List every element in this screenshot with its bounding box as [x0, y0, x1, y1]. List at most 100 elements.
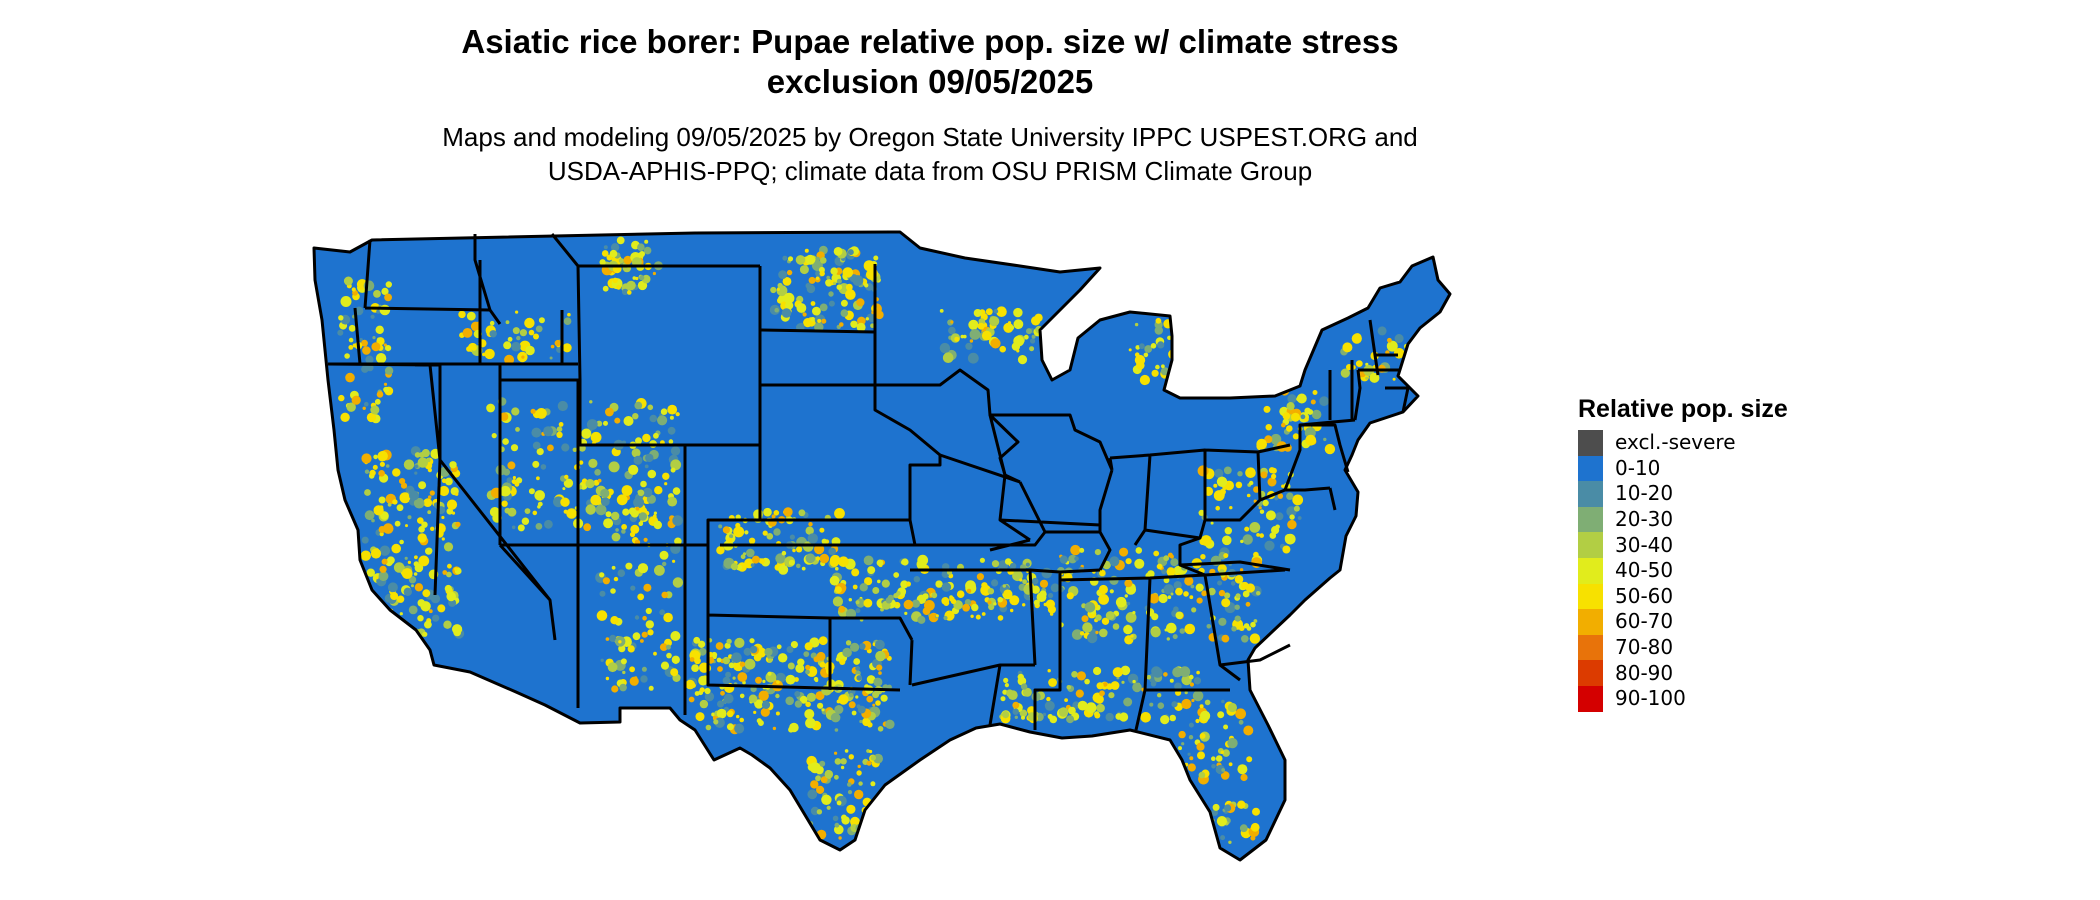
hotspot-dot [385, 281, 392, 288]
hotspot-dot [672, 577, 684, 588]
hotspot-dot [605, 511, 612, 518]
hotspot-dot [797, 658, 805, 666]
hotspot-dot [659, 643, 668, 651]
hotspot-dot [664, 482, 668, 486]
hotspot-dot [844, 749, 849, 753]
hotspot-dot [1198, 509, 1205, 516]
hotspot-dot [863, 598, 873, 608]
hotspot-dot [600, 488, 610, 498]
hotspot-dot [805, 282, 812, 289]
hotspot-dot [1270, 467, 1277, 474]
legend-swatch [1578, 609, 1603, 635]
hotspot-dot [848, 598, 852, 602]
hotspot-dot [1002, 711, 1010, 719]
hotspot-dot [859, 719, 863, 724]
legend-label: 70-80 [1615, 635, 1674, 660]
hotspot-dot [1200, 710, 1211, 721]
hotspot-dot [338, 394, 345, 402]
hotspot-dot [1238, 719, 1244, 725]
hotspot-dot [875, 650, 886, 662]
hotspot-dot [557, 400, 568, 412]
legend-swatch [1578, 685, 1603, 712]
hotspot-dot [689, 657, 695, 662]
hotspot-dot [748, 537, 756, 544]
hotspot-dot [489, 320, 495, 326]
hotspot-dot [556, 431, 563, 438]
hotspot-dot [351, 395, 361, 405]
hotspot-dot [1000, 696, 1006, 702]
hotspot-dot [540, 464, 547, 470]
hotspot-dot [616, 494, 628, 506]
hotspot-dot [1125, 558, 1132, 565]
hotspot-dot [807, 789, 818, 800]
hotspot-dot [1189, 756, 1194, 761]
hotspot-dot [1072, 701, 1080, 709]
hotspot-dot [550, 344, 555, 349]
hotspot-dot [1292, 433, 1299, 440]
hotspot-dot [1210, 521, 1214, 525]
hotspot-dot [1109, 575, 1119, 585]
legend-label: 50-60 [1615, 583, 1674, 608]
hotspot-dot [1211, 756, 1216, 761]
border-northwest [328, 233, 760, 381]
hotspot-dot [603, 518, 614, 529]
hotspot-dot [630, 509, 639, 518]
hotspot-dot [647, 404, 654, 411]
hotspot-dot [1214, 468, 1224, 478]
hotspot-dot [371, 518, 375, 523]
hotspot-dot [836, 800, 842, 806]
hotspot-dot [418, 481, 427, 490]
hotspot-dot [981, 330, 992, 341]
hotspot-dot [1047, 713, 1053, 720]
legend-item: 50-60 [1578, 583, 1788, 610]
hotspot-dot [423, 498, 433, 507]
hotspot-dot [808, 276, 816, 284]
hotspot-dot [805, 553, 816, 564]
hotspot-dot [935, 614, 939, 618]
hotspot-dot [396, 595, 405, 603]
hotspot-dot [782, 255, 788, 261]
hotspot-dot [1068, 554, 1077, 564]
hotspot-dot [1019, 709, 1028, 718]
hotspot-dot [1242, 534, 1253, 545]
hotspot-dot [337, 329, 344, 336]
hotspot-dot [1152, 667, 1163, 678]
hotspot-dot [867, 566, 876, 575]
hotspot-dot [366, 622, 371, 626]
hotspot-dot [795, 255, 806, 265]
hotspot-dot [618, 640, 622, 644]
hotspot-dot [1239, 824, 1248, 833]
hotspot-dot [739, 661, 746, 667]
hotspot-dot [1031, 585, 1040, 594]
hotspot-dot [366, 596, 371, 601]
hotspot-dot [839, 322, 844, 327]
hotspot-dot [383, 386, 389, 393]
hotspot-dot [637, 243, 645, 251]
legend-item: 90-100 [1578, 685, 1788, 712]
hotspot-dot [997, 615, 1004, 621]
hotspot-dot [338, 315, 344, 321]
hotspot-dot [1241, 635, 1249, 643]
hotspot-dot [421, 521, 428, 528]
hotspot-dot [407, 633, 418, 644]
hotspot-dot [880, 607, 884, 612]
hotspot-dot [805, 254, 816, 265]
hotspot-dot [848, 701, 856, 709]
hotspot-dot [942, 352, 954, 363]
hotspot-dot [1167, 335, 1172, 340]
hotspot-dot [408, 487, 415, 495]
hotspot-dot [629, 676, 639, 686]
hotspot-dot [1221, 699, 1225, 704]
hotspot-dot [1198, 771, 1206, 779]
hotspot-dot [662, 472, 670, 480]
hotspot-dot [869, 749, 873, 754]
hotspot-dot [922, 607, 931, 615]
hotspot-dot [532, 460, 540, 468]
hotspot-dot [1300, 414, 1306, 420]
hotspot-dot [364, 469, 370, 474]
hotspot-dot [382, 523, 394, 534]
hotspot-dot [381, 287, 389, 295]
hotspot-dot [619, 683, 627, 692]
hotspot-dot [841, 816, 850, 825]
hotspot-dot [726, 537, 733, 543]
